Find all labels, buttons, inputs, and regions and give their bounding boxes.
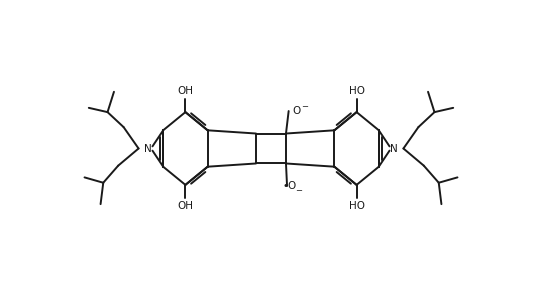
Text: −: − [295,186,302,195]
Text: O: O [292,105,300,116]
Text: N: N [390,143,398,154]
Text: HO: HO [349,201,365,211]
Text: HO: HO [349,86,365,96]
Text: N: N [144,143,152,154]
Text: OH: OH [177,201,193,211]
Text: •O: •O [282,181,296,191]
Text: −: − [301,102,308,111]
Text: OH: OH [177,86,193,96]
